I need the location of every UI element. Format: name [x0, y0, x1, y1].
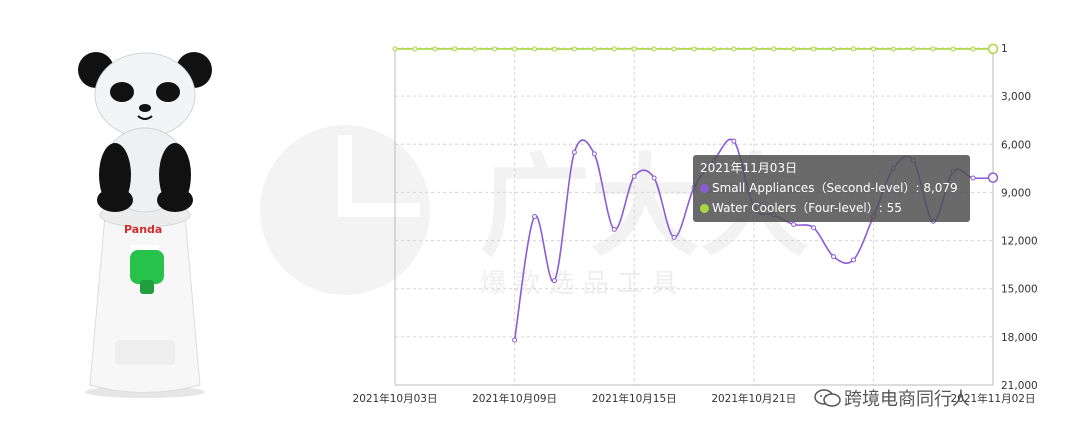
data-point — [870, 46, 876, 52]
y-tick-label: 6,000 — [1001, 139, 1031, 151]
tooltip-row-water-coolers: Water Coolers（Four-level）: 55 — [700, 198, 963, 218]
tooltip-series-dot — [700, 184, 709, 193]
x-tick-label: 2021年11月02日 — [951, 392, 1036, 405]
data-point — [831, 46, 837, 52]
data-point — [631, 173, 637, 179]
data-point — [432, 46, 438, 52]
data-point — [970, 46, 976, 52]
data-point — [850, 257, 856, 263]
data-point — [571, 149, 577, 155]
data-point — [811, 225, 817, 231]
data-point — [591, 46, 597, 52]
data-point — [831, 254, 837, 260]
y-tick-label: 1 — [1001, 43, 1008, 55]
tooltip-row-label: Small Appliances（Second-level）: 8,079 — [712, 181, 958, 195]
data-point — [551, 46, 557, 52]
panda-water-dispenser-image: Panda — [78, 52, 212, 398]
data-point — [910, 46, 916, 52]
data-point — [890, 46, 896, 52]
data-point — [392, 46, 398, 52]
data-point — [711, 46, 717, 52]
data-point — [811, 46, 817, 52]
data-point — [850, 46, 856, 52]
data-point — [591, 151, 597, 157]
data-point — [930, 46, 936, 52]
wechat-icon — [814, 389, 841, 407]
data-point — [987, 43, 999, 55]
data-point — [950, 46, 956, 52]
data-point — [631, 46, 637, 52]
data-point — [651, 175, 657, 181]
data-point — [791, 46, 797, 52]
y-tick-label: 21,000 — [1001, 380, 1038, 392]
x-tick-label: 2021年10月03日 — [353, 392, 438, 405]
data-point — [651, 46, 657, 52]
data-point — [671, 234, 677, 240]
tooltip-series-dot — [700, 204, 709, 213]
data-point — [532, 213, 538, 219]
y-tick-label: 18,000 — [1001, 332, 1038, 344]
data-point — [731, 46, 737, 52]
x-tick-label: 2021年10月21日 — [711, 392, 796, 405]
wechat-credit: 跨境电商同行人 — [814, 385, 970, 411]
tooltip-date: 2021年11月03日 — [700, 161, 798, 175]
data-point — [671, 46, 677, 52]
data-point — [611, 226, 617, 232]
chart-tooltip: 2021年11月03日 Small Appliances（Second-leve… — [693, 155, 970, 222]
data-point — [412, 46, 418, 52]
data-point — [751, 46, 757, 52]
data-point — [551, 278, 557, 284]
data-point — [571, 46, 577, 52]
product-logo-text: Panda — [124, 223, 162, 236]
data-point — [452, 46, 458, 52]
data-point — [532, 46, 538, 52]
credit-text: 跨境电商同行人 — [844, 389, 970, 410]
y-tick-label: 15,000 — [1001, 284, 1038, 296]
y-tick-label: 3,000 — [1001, 91, 1031, 103]
data-point — [492, 46, 498, 52]
y-tick-label: 12,000 — [1001, 236, 1038, 248]
data-point — [611, 46, 617, 52]
data-point — [791, 222, 797, 228]
data-point — [691, 46, 697, 52]
data-point — [512, 337, 518, 343]
x-tick-label: 2021年10月09日 — [472, 392, 557, 405]
data-point — [731, 138, 737, 144]
watermark-tagline-text: 爆 款 选 品 工 具 — [480, 269, 677, 299]
x-tick-label: 2021年10月15日 — [592, 392, 677, 405]
tooltip-row-label: Water Coolers（Four-level）: 55 — [712, 201, 902, 215]
data-point — [472, 46, 478, 52]
data-point — [970, 175, 976, 181]
y-tick-label: 9,000 — [1001, 187, 1031, 199]
data-point — [987, 172, 999, 183]
data-point — [771, 46, 777, 52]
tooltip-row-small-appliances: Small Appliances（Second-level）: 8,079 — [700, 178, 963, 198]
data-point — [512, 46, 518, 52]
